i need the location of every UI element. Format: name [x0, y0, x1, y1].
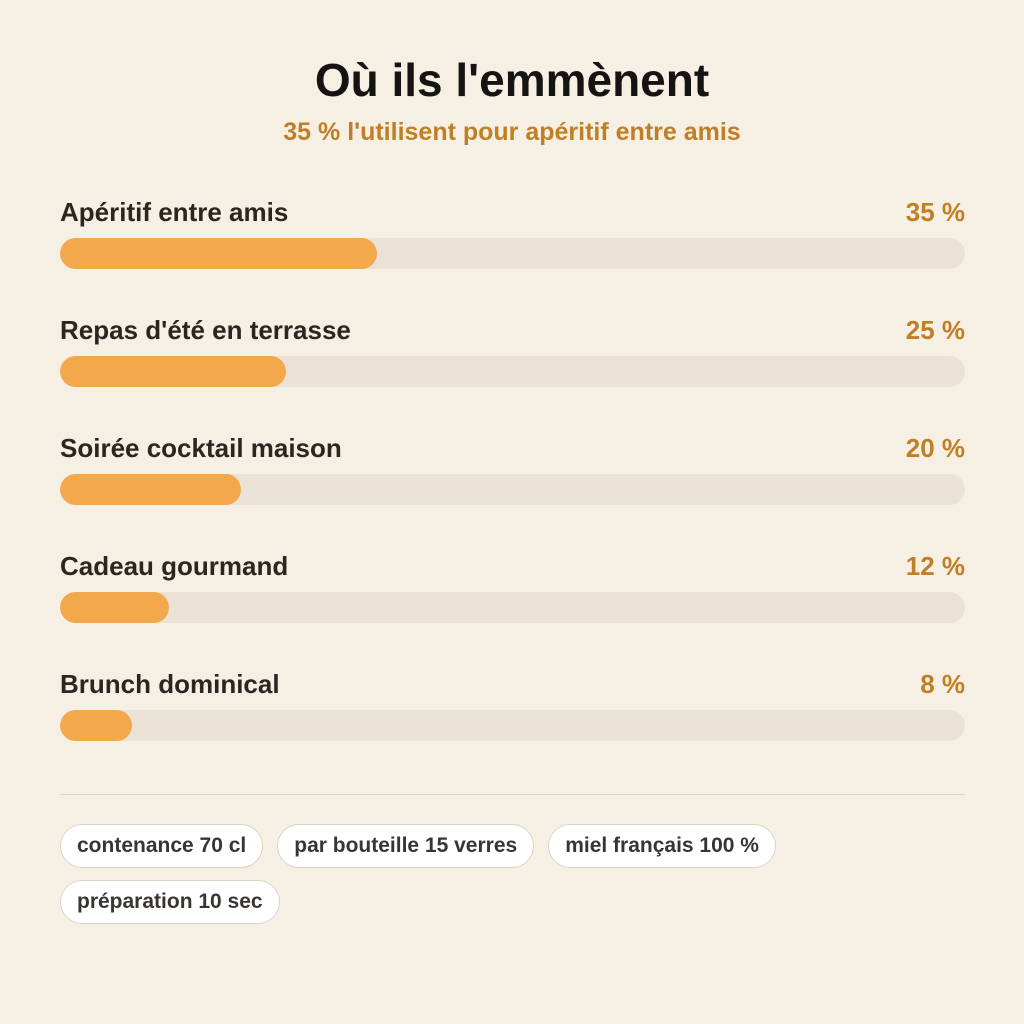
fact-chip: contenance 70 cl	[60, 824, 264, 868]
bar-label: Repas d'été en terrasse	[60, 315, 351, 345]
bar-row: Repas d'été en terrasse 25 %	[60, 308, 965, 426]
bar-label: Brunch dominical	[60, 669, 280, 699]
bar-row: Cadeau gourmand 12 %	[60, 544, 965, 662]
bar-row: Brunch dominical 8 %	[60, 662, 965, 780]
bar-label: Cadeau gourmand	[60, 551, 289, 581]
bar-track	[60, 592, 965, 623]
page-title: Où ils l'emmènent	[314, 54, 710, 106]
bar-fill	[60, 356, 287, 387]
fact-chip: miel français 100 %	[548, 824, 776, 868]
bar-track	[60, 238, 965, 269]
divider	[60, 794, 965, 795]
bar-track	[60, 474, 965, 505]
bar-value-label: 8 %	[920, 669, 965, 699]
bar-value-label: 12 %	[905, 551, 965, 581]
bar-track	[60, 356, 965, 387]
fact-chips: contenance 70 cl par bouteille 15 verres m…	[60, 824, 965, 924]
bar-row: Soirée cocktail maison 20 %	[60, 426, 965, 544]
bar-label: Soirée cocktail maison	[60, 433, 342, 463]
bar-value-label: 35 %	[905, 197, 965, 227]
fact-chip: préparation 10 sec	[60, 880, 280, 924]
bar-track	[60, 710, 965, 741]
bar-label: Apéritif entre amis	[60, 197, 289, 227]
bar-value-label: 20 %	[905, 433, 965, 463]
bar-row: Apéritif entre amis 35 %	[60, 190, 965, 308]
bar-fill	[60, 592, 169, 623]
bar-value-label: 25 %	[905, 315, 965, 345]
fact-chip: par bouteille 15 verres	[277, 824, 535, 868]
bar-fill	[60, 238, 377, 269]
bar-fill	[60, 710, 133, 741]
page-subtitle: 35 % l'utilisent pour apéritif entre ami…	[283, 118, 741, 146]
bar-chart: Apéritif entre amis 35 % Repas d'été en te…	[60, 190, 965, 780]
bar-fill	[60, 474, 241, 505]
